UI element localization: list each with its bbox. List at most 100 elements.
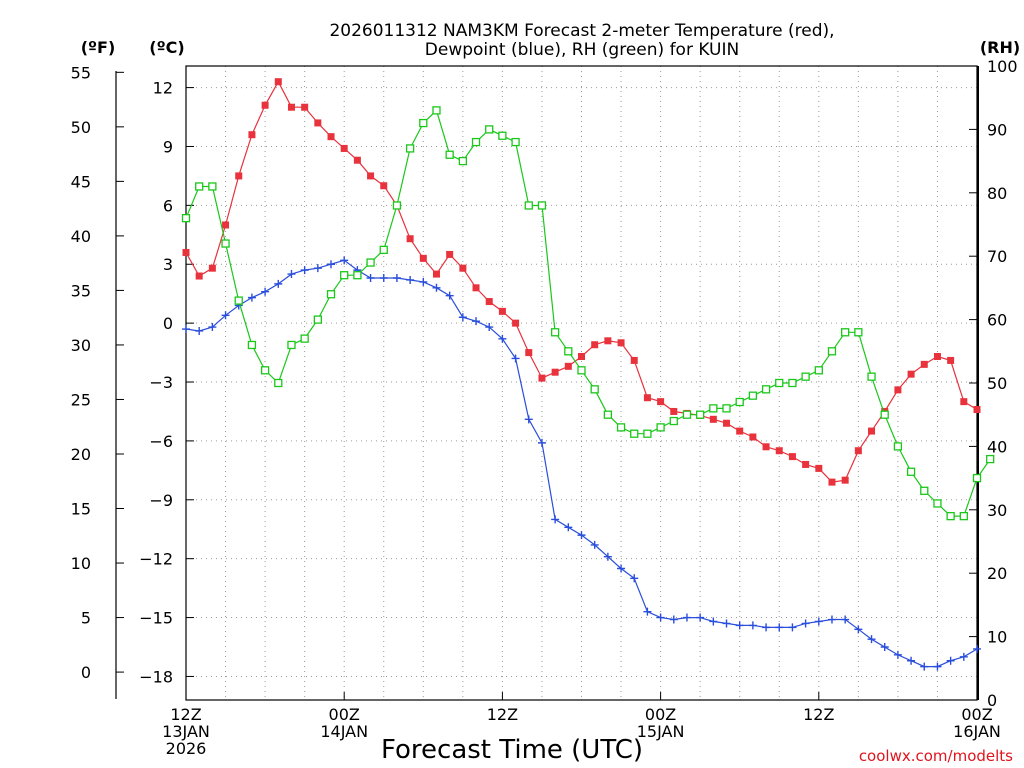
dewpoint-point [287,270,296,279]
dewpoint-point [748,621,757,630]
rh-tick-label: 30 [987,501,1007,520]
rh-point [603,410,613,419]
temperature-point [327,133,335,141]
rh-point [801,372,810,381]
rh-point [630,429,639,438]
temperature-point [920,360,928,368]
temperature-point [670,407,678,415]
rh-point [313,315,322,324]
rh-tick-label: 50 [987,374,1007,393]
dewpoint-point [472,317,481,326]
temperature-point [643,394,651,402]
celsius-tick-label: −15 [139,609,173,628]
fahrenheit-tick-label: 30 [71,336,91,355]
rh-point [550,328,560,337]
temperature-point [591,341,599,349]
dewpoint-point [696,613,705,622]
fahrenheit-tick-label: 45 [71,172,91,191]
rh-point [696,410,705,419]
celsius-tick-label: −18 [139,667,173,686]
temperature-point [353,156,361,164]
rh-point [867,372,876,381]
celsius-tick-label: 9 [163,137,173,156]
temperature-point [340,144,348,152]
dewpoint-point [735,621,744,630]
temperature-point [802,460,810,468]
x-tick-label: 00Z [645,705,676,724]
temperature-point [314,119,322,127]
dewpoint-point [432,283,441,292]
temperature-point [472,284,480,292]
rh-point [880,410,889,419]
rh-point [208,182,217,191]
dewpoint-point [682,613,691,622]
rh-point [682,410,692,419]
temperature-point [485,298,493,306]
rh-point [221,239,230,248]
temperature-point [775,447,783,455]
rh-point [511,137,520,147]
celsius-tick-label: 0 [163,314,173,333]
dewpoint-point [722,619,731,628]
dewpoint-point [867,635,876,644]
temperature-point [709,415,717,423]
temperature-point [578,353,585,361]
temperature-point [235,172,243,180]
temperature-point [630,356,638,364]
temperature-point [657,398,665,406]
temperature-point [854,447,862,455]
dewpoint-point [195,326,204,335]
rh-point [300,334,309,343]
dewpoint-point [577,531,586,540]
rh-point [274,378,283,388]
rh-point [419,118,428,128]
rh-point [577,366,586,375]
temperature-point [248,131,256,139]
x-axis-label: Forecast Time (UTC) [381,735,643,765]
temperature-point [907,370,915,378]
rh-point [920,486,929,495]
temperature-point [498,307,506,315]
fahrenheit-tick-label: 25 [71,390,91,409]
dewpoint-point [524,415,533,424]
temperature-point [564,362,572,370]
x-tick-label: 12Z [170,705,201,724]
dewpoint-point [973,644,981,653]
dewpoint-point [814,617,823,626]
rh-point [972,473,982,483]
rh-point [392,201,402,210]
dewpoint-point [907,656,916,665]
rh-point [841,328,850,337]
fahrenheit-tick-label: 50 [71,118,91,137]
rh-point [234,296,243,305]
temperature-point [894,386,902,394]
rh-point [616,423,626,432]
dewpoint-point [340,256,349,265]
dewpoint-point [933,662,942,671]
dewpoint-point [313,264,322,273]
dewpoint-point [261,287,270,296]
x-tick-label: 2026 [166,739,207,758]
dewpoint-point [669,615,678,624]
temperature-point [749,433,757,441]
temperature-point [551,368,559,376]
celsius-tick-label: −3 [149,373,173,392]
fahrenheit-tick-label: 20 [71,445,91,464]
temperature-point [287,103,295,111]
rh-tick-label: 90 [987,120,1007,139]
celsius-tick-label: 3 [163,255,173,274]
chart-title: 2026011312 NAM3KM Forecast 2-meter Tempe… [329,21,834,60]
axes: 5550454035302520151050129630−3−6−9−12−15… [71,57,1018,758]
dewpoint-point [551,515,560,524]
dewpoint-point [485,323,494,332]
temperature-point [446,250,454,258]
dewpoint-point [603,552,612,561]
fahrenheit-tick-label: 55 [71,63,91,82]
temperature-point [459,264,467,272]
rh-point [656,423,665,432]
temperature-point [182,248,190,256]
x-tick-label: 15JAN [637,722,685,741]
credit-link[interactable]: coolwx.com/modelts [859,747,1013,765]
dewpoint-point [709,617,718,626]
dewpoint-point [801,619,810,628]
